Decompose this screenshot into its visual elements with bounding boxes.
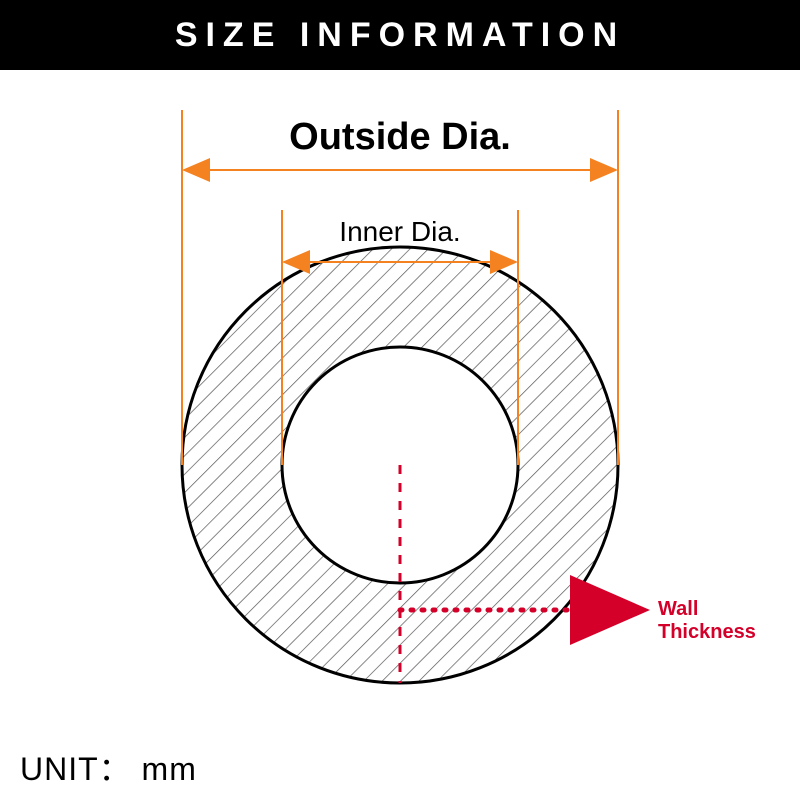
diagram-stage: Outside Dia. Inner Dia. Wall Thickness [0,70,800,730]
outside-dia-label: Outside Dia. [289,116,511,159]
wall-thickness-label: Wall Thickness [658,598,800,644]
header-bar: SIZE INFORMATION [0,0,800,70]
header-title: SIZE INFORMATION [175,16,625,55]
inner-dia-label: Inner Dia. [339,216,460,248]
unit-label: UNIT： mm [20,744,197,790]
